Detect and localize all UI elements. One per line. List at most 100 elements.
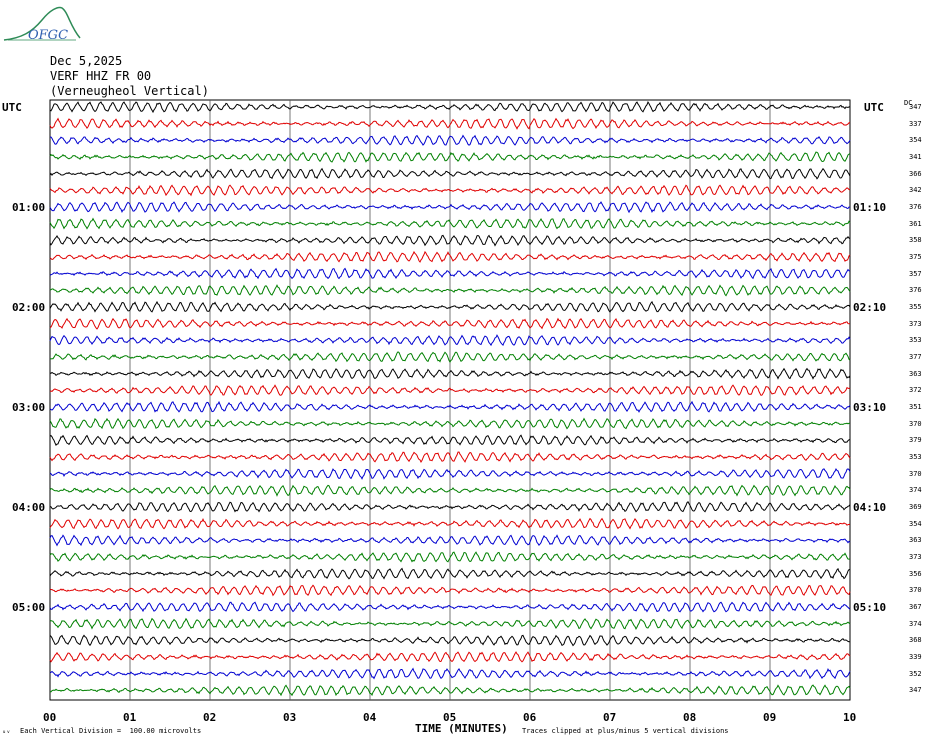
x-tick-label: 03 — [283, 711, 297, 724]
seismic-trace — [49, 551, 850, 563]
dc-value: 354 — [909, 519, 922, 528]
dc-value: 363 — [909, 536, 922, 545]
seismic-trace — [49, 184, 851, 197]
left-time-label: 01:00 — [12, 201, 46, 214]
seismic-trace — [49, 234, 851, 247]
record-date: Dec 5,2025 — [50, 54, 123, 68]
dc-value: 352 — [909, 669, 922, 678]
x-tick-label: 02 — [203, 711, 217, 724]
clip-note: Traces clipped at plus/minus 5 vertical … — [522, 727, 729, 735]
dc-value: 354 — [909, 136, 922, 145]
x-tick-label: 07 — [603, 711, 617, 724]
left-time-label: 04:00 — [12, 501, 46, 514]
dc-value: 373 — [909, 553, 922, 561]
seismic-trace — [49, 667, 851, 680]
dc-header: DC — [904, 99, 913, 107]
seismic-trace — [49, 367, 851, 380]
dc-value: 366 — [909, 169, 922, 178]
dc-value: 355 — [909, 303, 922, 311]
vertical-division-note: Each Vertical Division = 100.00 microvol… — [20, 727, 202, 735]
right-time-label: 04:10 — [853, 501, 887, 514]
left-utc-label: UTC — [2, 101, 22, 114]
dc-value: 368 — [909, 636, 922, 645]
dc-value: 370 — [909, 586, 922, 595]
seismic-trace — [49, 634, 851, 647]
seismic-trace — [49, 567, 850, 580]
seismic-trace — [49, 417, 851, 430]
seismic-trace — [49, 250, 851, 263]
dc-value: 370 — [909, 419, 922, 428]
seismic-trace — [49, 201, 851, 214]
dc-value: 373 — [909, 319, 922, 328]
dc-value: 367 — [909, 603, 922, 611]
seismic-trace — [49, 101, 851, 114]
dc-value: 358 — [909, 236, 922, 245]
left-time-label: 05:00 — [12, 601, 46, 614]
dc-value: 361 — [909, 219, 922, 228]
dc-value: 376 — [909, 286, 922, 295]
dc-value: 342 — [909, 186, 922, 195]
x-tick-label: 09 — [763, 711, 777, 724]
seismic-trace — [49, 384, 851, 396]
seismic-trace — [49, 484, 851, 497]
x-tick-label: 04 — [363, 711, 377, 724]
seismic-trace — [49, 217, 851, 230]
seismic-trace — [49, 267, 851, 280]
seismic-trace — [49, 151, 851, 163]
minute-gridlines — [129, 100, 771, 700]
dc-value: 363 — [909, 369, 922, 378]
seismic-trace — [49, 300, 851, 313]
x-tick-label: 00 — [43, 711, 57, 724]
dc-value: 374 — [909, 486, 922, 495]
right-utc-label: UTC — [864, 101, 884, 114]
right-time-label: 05:10 — [853, 601, 887, 614]
seismic-trace — [49, 334, 851, 347]
dc-value: 341 — [909, 153, 922, 161]
seismic-trace — [49, 400, 851, 413]
seismic-trace — [50, 351, 851, 363]
seismic-trace — [49, 434, 851, 446]
seismic-trace — [49, 651, 851, 663]
footer-corner: ᵤᵥ — [2, 727, 11, 735]
seismic-trace — [49, 317, 850, 330]
seismic-trace — [49, 117, 851, 130]
dc-value: 375 — [909, 253, 922, 261]
dc-value: 377 — [909, 353, 922, 361]
dc-value: 351 — [909, 403, 922, 411]
left-time-label: 03:00 — [12, 401, 46, 414]
seismic-trace — [49, 501, 851, 513]
seismic-trace — [49, 467, 851, 480]
left-time-label: 02:00 — [12, 301, 46, 314]
right-time-label: 02:10 — [853, 301, 887, 314]
dc-value: 339 — [909, 653, 922, 661]
seismic-trace — [49, 517, 851, 530]
dc-value: 357 — [909, 269, 922, 278]
x-tick-label: 08 — [683, 711, 697, 724]
station-code: VERF HHZ FR 00 — [50, 69, 152, 83]
x-tick-label: 05 — [443, 711, 457, 724]
right-time-label: 03:10 — [853, 401, 887, 414]
dc-value: 347 — [909, 103, 922, 111]
seismic-trace — [49, 684, 851, 697]
x-tick-label: 10 — [843, 711, 857, 724]
dc-value: 353 — [909, 336, 922, 345]
logo-text: OFGC — [28, 28, 69, 43]
x-axis-label: TIME (MINUTES) — [415, 722, 508, 735]
ofgc-logo: OFGC — [2, 2, 82, 48]
seismic-trace — [49, 534, 851, 547]
dc-value: 370 — [909, 469, 922, 478]
dc-value: 372 — [909, 386, 922, 395]
dc-value: 379 — [909, 436, 922, 445]
dc-value: 353 — [909, 453, 922, 461]
seismic-trace — [49, 584, 851, 597]
seismic-trace — [49, 617, 851, 631]
x-tick-label: 01 — [123, 711, 137, 724]
right-time-label: 01:10 — [853, 201, 887, 214]
dc-value: 369 — [909, 503, 922, 511]
seismic-trace — [49, 284, 851, 297]
dc-value: 374 — [909, 619, 922, 628]
dc-value: 356 — [909, 569, 922, 578]
dc-value: 376 — [909, 203, 922, 211]
station-name: (Verneugheol Vertical) — [50, 84, 209, 98]
